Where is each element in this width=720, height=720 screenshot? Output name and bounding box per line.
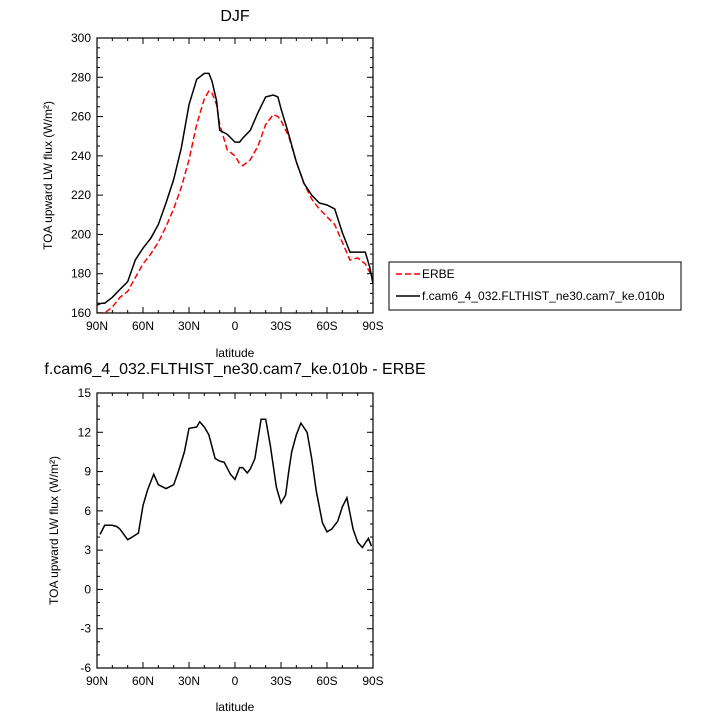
y-tick-label: 300 xyxy=(71,31,91,45)
y-tick-label: 280 xyxy=(71,70,91,84)
y-tick-label: 200 xyxy=(71,227,91,241)
y-tick-label: 3 xyxy=(84,543,91,557)
y-tick-label: -6 xyxy=(80,661,91,675)
plot-frame xyxy=(96,37,374,314)
series-line-f-cam6-4-032-flthist-ne30-cam7-ke-010b xyxy=(97,72,373,306)
x-axis-title: latitude xyxy=(216,700,255,714)
y-tick-label: 220 xyxy=(71,188,91,202)
x-tick-label: 30N xyxy=(178,674,200,688)
y-tick-label: 240 xyxy=(71,149,91,163)
chart-panel-1: DJF 90N 60N 30N 0 30S 60S 90S 160 180 200 220 240 260… xyxy=(41,8,682,360)
legend-label: f.cam6_4_032.FLTHIST_ne30.cam7_ke.010b xyxy=(422,289,665,303)
x-tick-label: 60S xyxy=(316,674,337,688)
x-tick-label: 60N xyxy=(132,319,154,333)
chart-panel-2: f.cam6_4_032.FLTHIST_ne30.cam7_ke.010b -… xyxy=(44,361,425,714)
x-tick-label: 0 xyxy=(232,319,239,333)
legend: ERBE f.cam6_4_032.FLTHIST_ne30.cam7_ke.01… xyxy=(388,261,682,311)
y-tick-label: 12 xyxy=(78,425,92,439)
x-tick-label: 60S xyxy=(316,319,337,333)
x-tick-label: 90N xyxy=(86,674,108,688)
x-tick-label: 30N xyxy=(178,319,200,333)
y-tick-label: -3 xyxy=(80,622,91,636)
y-tick-label: 6 xyxy=(84,504,91,518)
legend-label: ERBE xyxy=(422,267,455,281)
y-tick-label: 180 xyxy=(71,267,91,281)
x-tick-label: 60N xyxy=(132,674,154,688)
series-line-erbe xyxy=(97,89,373,313)
x-tick-label: 90S xyxy=(362,319,383,333)
series-line-difference xyxy=(99,418,373,549)
y-tick-label: 260 xyxy=(71,110,91,124)
chart-title: DJF xyxy=(220,8,250,25)
x-tick-label: 0 xyxy=(232,674,239,688)
y-axis-title: TOA upward LW flux (W/m²) xyxy=(41,101,55,250)
chart-title: f.cam6_4_032.FLTHIST_ne30.cam7_ke.010b -… xyxy=(44,361,425,378)
x-axis-title: latitude xyxy=(216,346,255,360)
legend-box xyxy=(388,261,682,311)
y-tick-label: 160 xyxy=(71,306,91,320)
y-tick-label: 15 xyxy=(78,386,92,400)
x-tick-label: 90N xyxy=(86,319,108,333)
x-tick-label: 90S xyxy=(362,674,383,688)
y-tick-label: 0 xyxy=(84,582,91,596)
y-tick-label: 9 xyxy=(84,465,91,479)
y-axis-title: TOA upward LW flux (W/m²) xyxy=(47,456,61,605)
x-tick-label: 30S xyxy=(270,319,291,333)
x-tick-label: 30S xyxy=(270,674,291,688)
